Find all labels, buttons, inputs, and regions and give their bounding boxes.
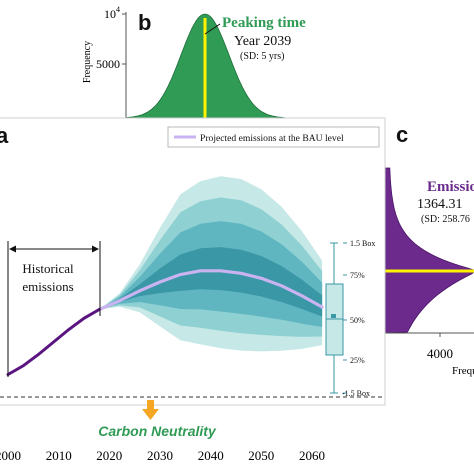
emissions-value: 1364.31 — [417, 197, 463, 212]
peaking-time-sd: (SD: 5 yrs) — [240, 51, 284, 62]
legend-label: Projected emissions at the BAU level — [200, 133, 344, 144]
panel-b-y-tick-5000: 5000 — [96, 57, 120, 71]
boxplot-label-median: 50% — [350, 316, 365, 325]
x-tick-2040: 2040 — [198, 448, 224, 463]
boxplot-label-q3: 75% — [350, 271, 365, 280]
x-tick-2030: 2030 — [147, 448, 173, 463]
historical-bracket: Historical emissions — [7, 241, 101, 377]
panel-c-x-label: Frequ — [452, 365, 474, 377]
boxplot-label-upper-whisker: 1.5 Box — [350, 239, 375, 248]
x-tick-2020: 2020 — [96, 448, 122, 463]
peaking-time-value: Year 2039 — [234, 34, 291, 49]
panel-a: a Projected emissions at the BAU level H… — [0, 117, 386, 439]
boxplot-mean — [331, 314, 336, 318]
panel-b-y-tick-top: 104 — [104, 5, 120, 21]
emissions-sd: (SD: 258.76 — [421, 214, 470, 225]
boxplot-ticks — [343, 242, 347, 394]
historical-label-line1: Historical — [22, 261, 74, 276]
historical-emissions-line — [6, 308, 101, 376]
historical-label-line2: emissions — [22, 279, 73, 294]
panel-a-x-tick-labels: 2000 2010 2020 2030 2040 2050 2060 — [0, 448, 325, 463]
boxplot-label-q1: 25% — [350, 356, 365, 365]
panel-a-letter: a — [0, 123, 9, 148]
panel-b-y-label: Frequency — [82, 41, 93, 83]
projected-emissions-line — [97, 269, 324, 312]
boxplot-label-lower-whisker: -1.5 Box — [342, 389, 370, 398]
panel-c: 4000 Frequ c Emissio 1364.31 (SD: 258.76 — [384, 122, 474, 377]
carbon-neutrality-label: Carbon Neutrality — [98, 423, 217, 439]
x-tick-2060: 2060 — [299, 448, 325, 463]
x-tick-2000: 2000 — [0, 448, 21, 463]
arrow-shaft — [147, 400, 154, 409]
boxplot-legend: 1.5 Box 75% 50% 25% -1.5 Box — [325, 239, 375, 398]
panel-b: 104 5000 Frequency b Peaking time Year 2… — [82, 5, 306, 119]
carbon-neutrality-arrow — [142, 400, 159, 420]
emissions-distribution — [384, 167, 474, 334]
x-tick-2050: 2050 — [248, 448, 274, 463]
legend-box — [167, 126, 380, 148]
peaking-time-leader — [204, 23, 221, 35]
panel-b-letter: b — [138, 10, 151, 35]
peaking-time-title: Peaking time — [222, 15, 306, 31]
historical-arrowhead-left — [9, 245, 16, 253]
x-tick-2010: 2010 — [46, 448, 72, 463]
projection-bands — [99, 176, 323, 352]
panel-c-letter: c — [396, 122, 408, 147]
historical-arrowhead-right — [92, 245, 99, 253]
arrow-head — [142, 409, 159, 420]
emissions-title: Emissio — [427, 179, 474, 195]
projection-band-4 — [99, 247, 323, 317]
panel-c-x-tick-4000: 4000 — [427, 346, 453, 361]
